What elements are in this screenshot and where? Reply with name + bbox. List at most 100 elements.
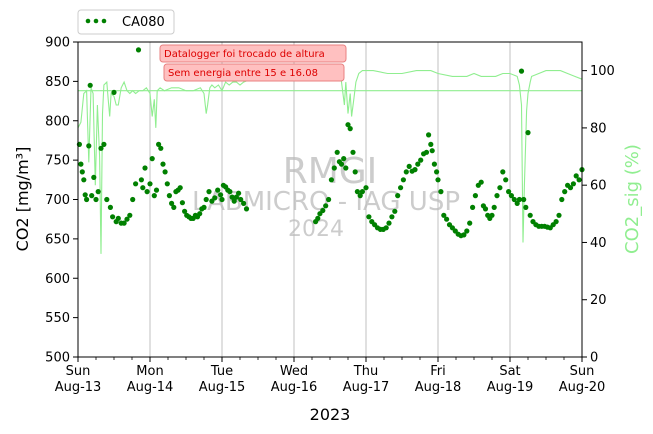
data-point [315, 215, 321, 221]
data-point [482, 206, 489, 212]
data-point [236, 190, 242, 196]
data-point [95, 189, 101, 195]
data-point [130, 196, 136, 203]
data-point [182, 208, 188, 214]
annotation-datalogger-text: Datalogger foi trocado de altura [164, 49, 325, 60]
legend-marker [101, 18, 107, 24]
data-point [511, 196, 517, 203]
x-tick-label-day: Thu [353, 364, 378, 379]
y-tick-label: 500 [45, 351, 70, 366]
data-point [121, 220, 127, 226]
x-tick-label-date: Aug-20 [559, 380, 606, 395]
data-point [386, 220, 392, 226]
data-point [429, 148, 435, 154]
y-right-tick-label: 60 [590, 179, 607, 194]
x-tick-label-date: Aug-14 [127, 380, 174, 395]
x-tick-label-date: Aug-17 [343, 380, 390, 395]
left-axis-ticks: 500 550 600 650 700 750 800 850 900 [45, 36, 78, 366]
data-point [338, 161, 345, 167]
watermark: RMGI LABMICRO - IAG USP 2024 [192, 151, 460, 242]
x-tick-label-day: Sat [499, 364, 520, 379]
data-point [104, 196, 110, 203]
data-point [323, 203, 329, 209]
data-point [403, 169, 409, 175]
y-tick-label: 600 [45, 272, 70, 287]
data-point [441, 212, 447, 218]
data-point [218, 192, 224, 198]
data-point [415, 161, 421, 167]
data-point [142, 165, 148, 171]
data-point [124, 216, 130, 222]
data-point [518, 68, 525, 74]
data-point [177, 185, 183, 191]
data-point [133, 181, 139, 187]
data-point [357, 193, 363, 199]
x-tick-label-day: Mon [136, 364, 163, 379]
data-point [392, 208, 398, 214]
data-point [158, 145, 164, 151]
y-right-tick-label: 0 [590, 351, 598, 366]
data-point [567, 185, 574, 191]
data-point [514, 200, 520, 206]
data-point [491, 204, 497, 210]
data-point [151, 193, 157, 199]
data-point [326, 196, 332, 203]
data-point [98, 145, 104, 151]
data-point [101, 141, 107, 147]
data-point [153, 187, 160, 193]
data-point [140, 185, 146, 191]
x-tick-label-date: Aug-18 [415, 380, 462, 395]
legend-box [77, 9, 175, 35]
data-point [107, 204, 113, 210]
data-point [111, 89, 117, 95]
legend-label: CA080 [122, 15, 165, 30]
annotation-energy: Sem energia entre 15 e 16.08 [163, 63, 345, 82]
data-point [149, 156, 155, 162]
data-point [147, 181, 153, 187]
y-tick-label: 750 [45, 154, 70, 169]
data-point [431, 161, 437, 167]
data-point [506, 189, 512, 195]
annotation-datalogger-box [159, 44, 347, 63]
y-right-tick-label: 80 [590, 121, 607, 136]
data-point [169, 200, 175, 206]
y-right-tick-label: 100 [590, 64, 615, 79]
data-point [164, 181, 170, 187]
signal-series [77, 70, 583, 254]
x-tick-label-date: Aug-15 [199, 380, 246, 395]
data-point [89, 193, 95, 199]
data-point [523, 204, 529, 210]
data-point [331, 165, 337, 171]
data-point [341, 156, 347, 162]
data-point [93, 196, 99, 203]
data-point [79, 169, 85, 175]
data-point [435, 177, 441, 183]
data-point [570, 181, 577, 187]
y-tick-label: 850 [45, 75, 70, 90]
data-point [489, 212, 495, 218]
data-point [516, 196, 523, 203]
data-point [171, 204, 177, 210]
annotation-datalogger: Datalogger foi trocado de altura [159, 44, 347, 63]
data-point [366, 214, 372, 220]
data-point [412, 167, 418, 173]
data-point [138, 177, 144, 183]
y-right-tick-label: 20 [590, 293, 607, 308]
data-point [406, 163, 412, 169]
data-point [527, 212, 533, 218]
data-point [160, 161, 166, 167]
data-point [352, 169, 358, 175]
data-point [91, 174, 97, 180]
data-point [359, 189, 365, 195]
y-axis-title: CO2 [mg/m³] [13, 147, 32, 252]
data-point [389, 214, 395, 220]
right-axis-ticks: 0 20 40 60 80 100 [582, 64, 615, 366]
data-point [559, 196, 565, 203]
data-point [573, 173, 579, 179]
data-point [219, 196, 225, 203]
data-point [231, 198, 237, 204]
y-tick-label: 700 [45, 193, 70, 208]
data-point [350, 149, 356, 155]
data-point [438, 189, 444, 195]
